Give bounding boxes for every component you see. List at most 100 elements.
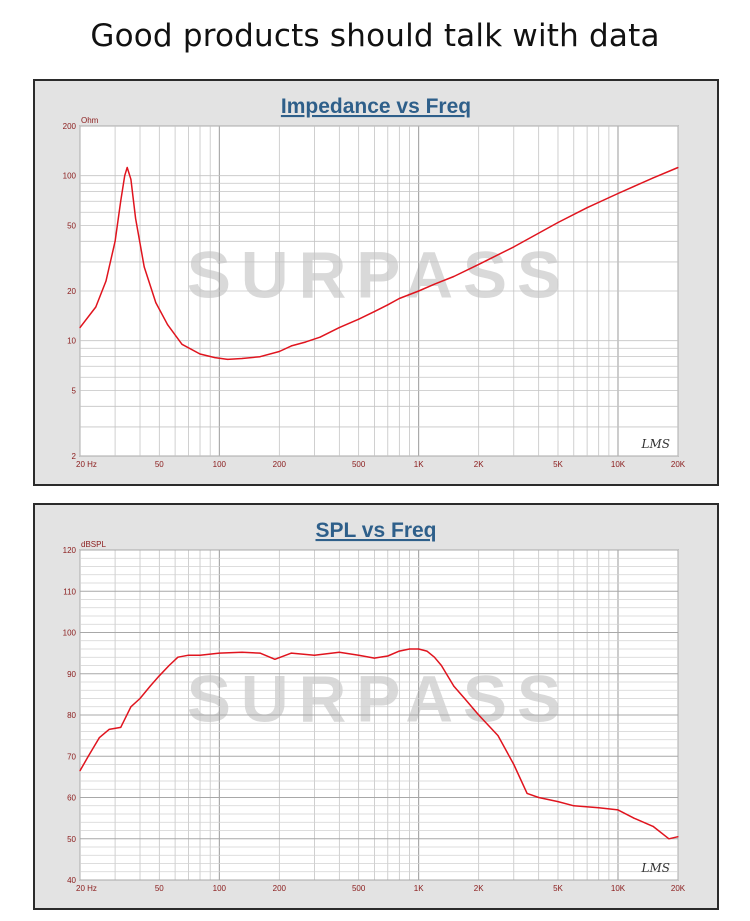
data-point <box>513 763 515 766</box>
data-point <box>143 266 145 268</box>
data-point <box>358 654 360 656</box>
data-point <box>557 221 559 224</box>
x-tick-label: 20K <box>671 884 686 893</box>
data-point <box>149 685 151 687</box>
y-tick-label: 60 <box>67 794 76 803</box>
data-point <box>187 654 190 656</box>
x-tick-label: 100 <box>213 460 227 469</box>
data-point <box>652 177 654 179</box>
y-tick-label: 90 <box>67 670 76 679</box>
y-tick-label: 100 <box>63 629 77 638</box>
y-tick-label: 50 <box>67 221 76 230</box>
data-point <box>478 714 480 716</box>
data-point <box>398 297 400 300</box>
data-point <box>617 809 619 811</box>
data-point <box>440 664 442 667</box>
x-tick-label: 5K <box>553 884 563 893</box>
data-point <box>358 318 360 320</box>
data-point <box>313 654 316 656</box>
y-tick-label: 110 <box>63 587 76 596</box>
data-point <box>338 327 340 329</box>
data-point <box>181 343 183 345</box>
data-point <box>130 706 132 708</box>
data-point <box>677 836 679 838</box>
x-tick-label: 500 <box>352 884 366 893</box>
data-point <box>668 838 670 840</box>
data-point <box>598 807 600 809</box>
data-point <box>453 685 455 687</box>
x-tick-label: 10K <box>611 884 626 893</box>
x-tick-label: 100 <box>213 884 227 893</box>
data-point <box>338 651 340 653</box>
x-tick-label: 500 <box>352 460 366 469</box>
y-tick-label: 200 <box>63 122 77 131</box>
data-point <box>130 178 132 180</box>
lms-mark: LMS <box>641 861 670 875</box>
data-point <box>124 175 126 177</box>
data-point <box>418 290 420 292</box>
y-tick-label: 40 <box>67 876 76 885</box>
data-point <box>278 350 280 353</box>
data-point <box>259 652 261 654</box>
data-point <box>241 357 243 360</box>
data-point <box>433 283 436 285</box>
data-point <box>79 770 81 772</box>
data-point <box>95 306 97 308</box>
data-point <box>398 650 400 652</box>
data-point <box>573 805 575 807</box>
y-tick-label: 20 <box>67 287 76 296</box>
y-axis-unit-label: dBSPL <box>81 540 106 549</box>
data-point <box>139 697 141 700</box>
x-tick-label: 20K <box>671 460 686 469</box>
x-tick-label: 20 Hz <box>76 460 97 469</box>
x-tick-label: 200 <box>273 460 287 469</box>
data-point <box>166 324 169 326</box>
impedance-chart: SURPASS Impedance vs Freq Ohm 2 5 10 20 50 100 20… <box>63 95 686 469</box>
x-tick-label: 200 <box>273 884 287 893</box>
data-point <box>218 652 220 654</box>
data-point <box>408 648 411 650</box>
data-point <box>387 304 389 306</box>
lms-mark: LMS <box>641 437 670 451</box>
data-point <box>79 327 81 329</box>
data-point <box>274 658 276 660</box>
y-tick-label: 5 <box>72 386 77 395</box>
chart-title: Impedance vs Freq <box>281 95 471 118</box>
x-tick-label: 2K <box>474 460 484 469</box>
data-point <box>120 726 122 728</box>
data-point <box>155 302 157 304</box>
x-tick-label: 10K <box>611 460 626 469</box>
x-tick-label: 50 <box>155 460 164 469</box>
data-series-line <box>79 648 679 840</box>
y-tick-label: 50 <box>67 835 76 844</box>
data-point <box>453 275 455 278</box>
data-point <box>214 356 216 359</box>
data-point <box>177 656 179 658</box>
x-tick-label: 50 <box>155 884 164 893</box>
data-point <box>98 737 100 739</box>
x-tick-label: 20 Hz <box>76 884 97 893</box>
data-point <box>677 166 679 169</box>
data-point <box>241 651 243 653</box>
data-point <box>463 697 466 700</box>
y-tick-label: 2 <box>72 452 77 461</box>
x-tick-label: 2K <box>474 884 484 893</box>
y-tick-label: 80 <box>67 711 76 720</box>
data-point <box>126 166 128 169</box>
data-point <box>158 675 160 677</box>
y-tick-label: 70 <box>67 752 76 761</box>
data-point <box>114 240 116 242</box>
data-point <box>418 648 420 650</box>
data-point <box>557 801 559 803</box>
data-point <box>290 652 293 654</box>
data-point <box>478 263 480 265</box>
data-point <box>168 664 170 667</box>
impedance-chart-panel: SURPASS Impedance vs Freq Ohm 2 5 10 20 50 100 20… <box>33 79 719 486</box>
data-point <box>319 336 321 338</box>
y-tick-label: 10 <box>67 337 76 346</box>
data-point <box>387 655 389 657</box>
data-point <box>259 356 261 358</box>
watermark-text: SURPASS <box>187 238 571 312</box>
x-tick-label: 5K <box>553 460 563 469</box>
